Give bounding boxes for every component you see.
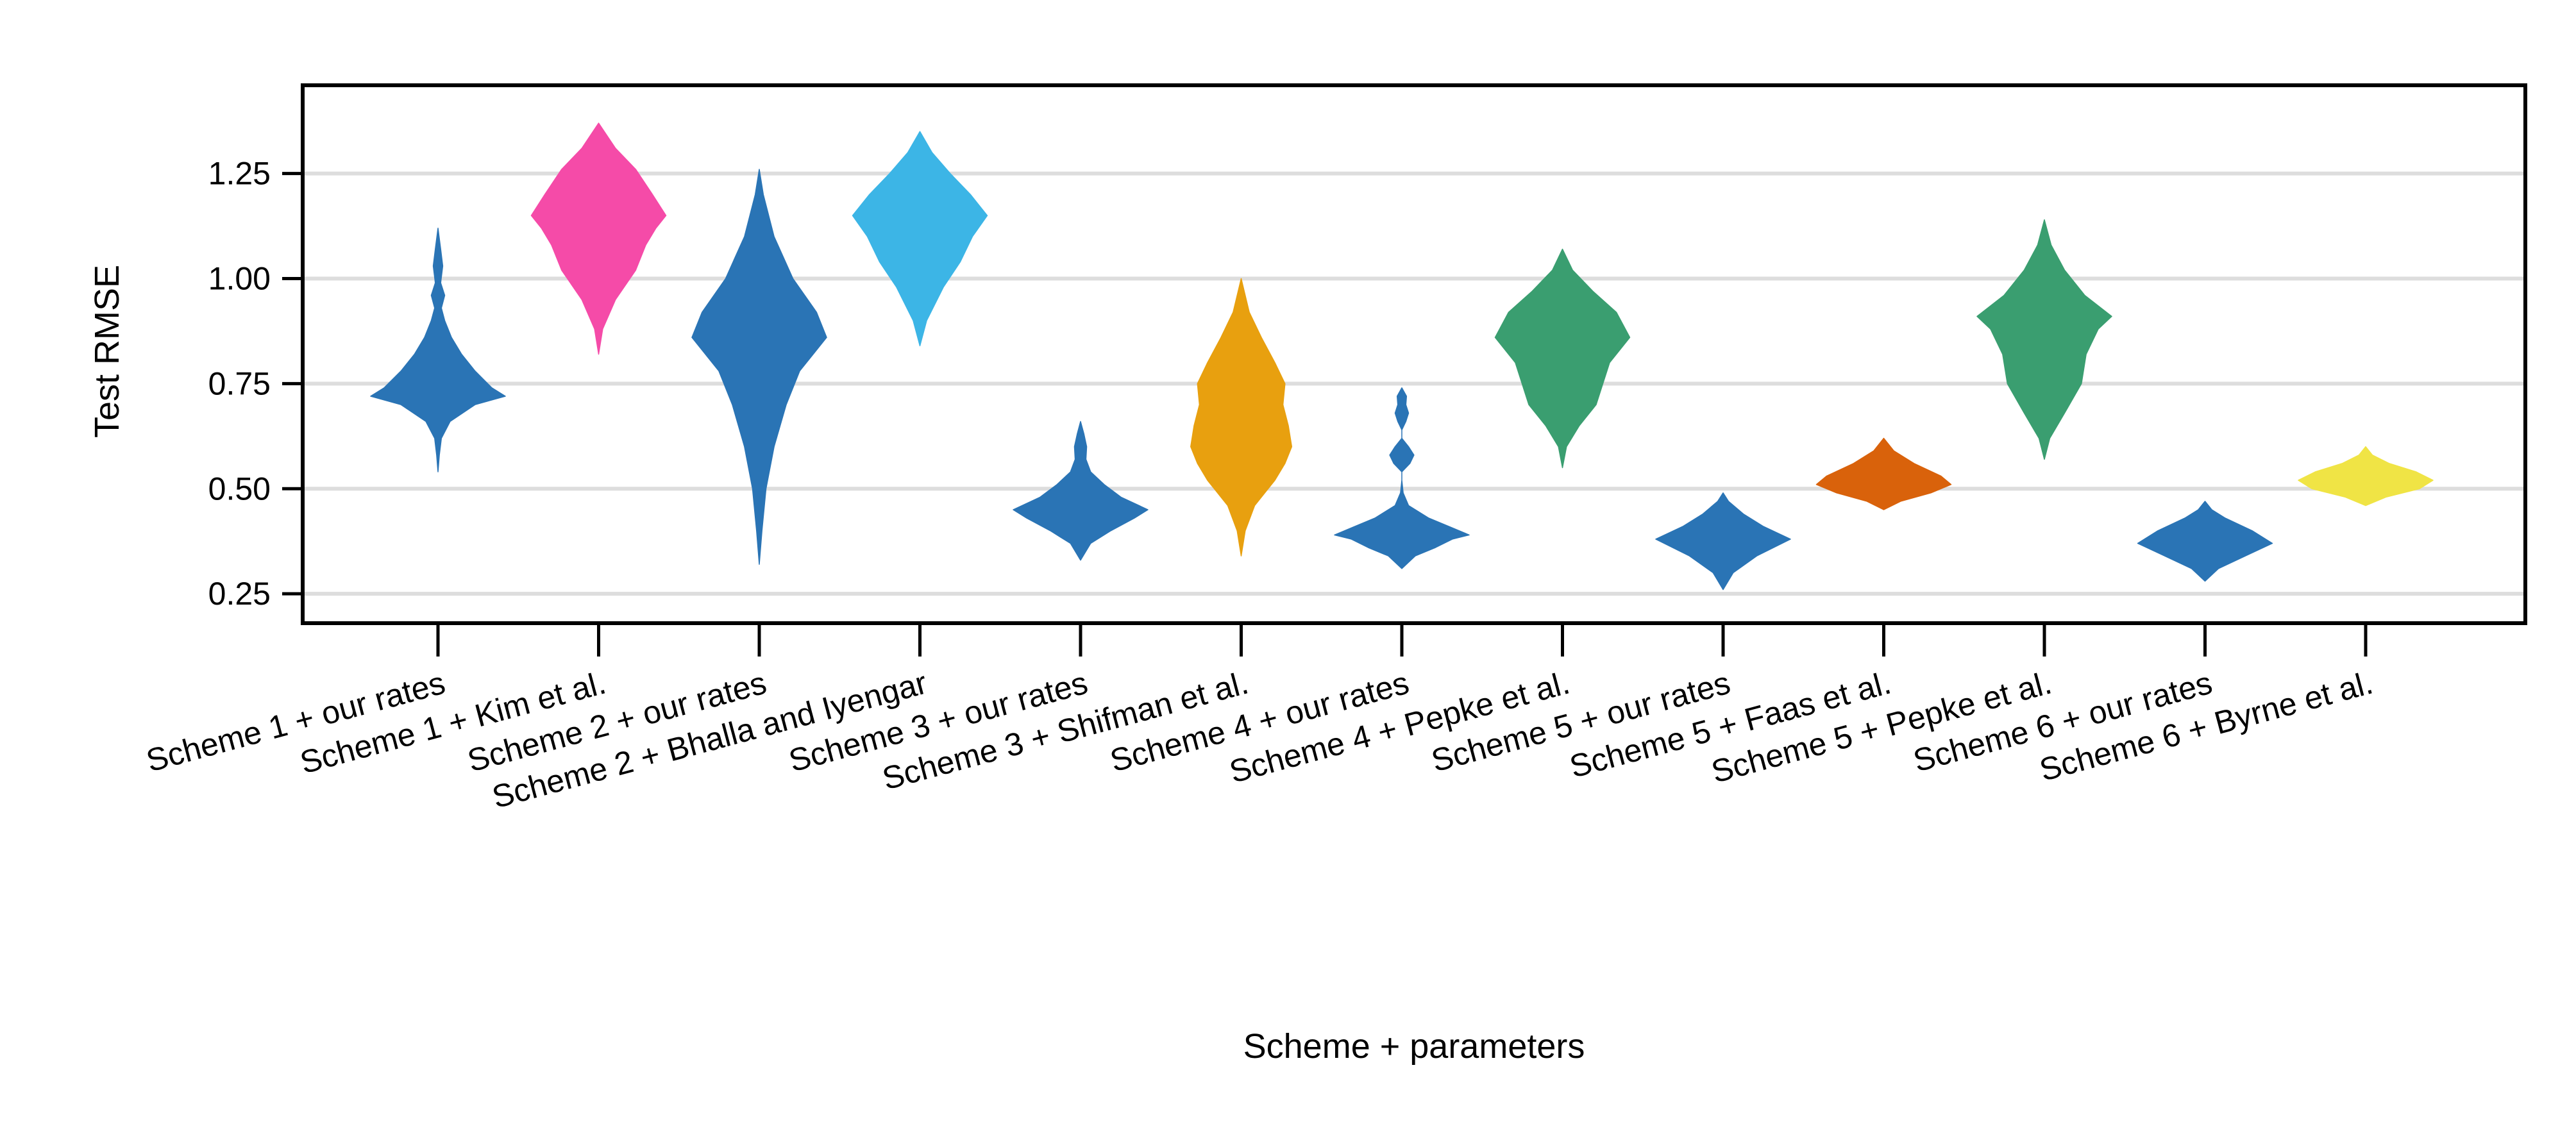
violin-4 — [852, 131, 988, 347]
violin-7 — [1334, 387, 1470, 569]
y-tick-label: 0.25 — [208, 576, 271, 612]
violin-1 — [370, 228, 506, 473]
x-axis-title: Scheme + parameters — [1243, 1027, 1585, 1066]
y-tick-label: 0.50 — [208, 471, 271, 506]
violin-9 — [1655, 492, 1791, 590]
violin-10 — [1815, 437, 1952, 510]
axes — [282, 83, 2527, 657]
plot-frame — [301, 83, 2527, 625]
violin-8 — [1494, 248, 1631, 469]
violin-2 — [530, 122, 667, 355]
violin-13 — [2298, 446, 2434, 506]
violin-5 — [1013, 421, 1149, 561]
violin-6 — [1190, 278, 1293, 556]
violin-layer — [370, 122, 2434, 590]
y-axis-title: Test RMSE — [88, 265, 126, 438]
y-tick-label: 1.00 — [208, 261, 271, 297]
y-tick-label: 1.25 — [208, 156, 271, 192]
violin-12 — [2137, 501, 2273, 582]
violin-3 — [691, 169, 827, 565]
violin-11 — [1976, 219, 2112, 460]
y-tick-label: 0.75 — [208, 365, 271, 401]
grid-lines — [303, 171, 2525, 596]
